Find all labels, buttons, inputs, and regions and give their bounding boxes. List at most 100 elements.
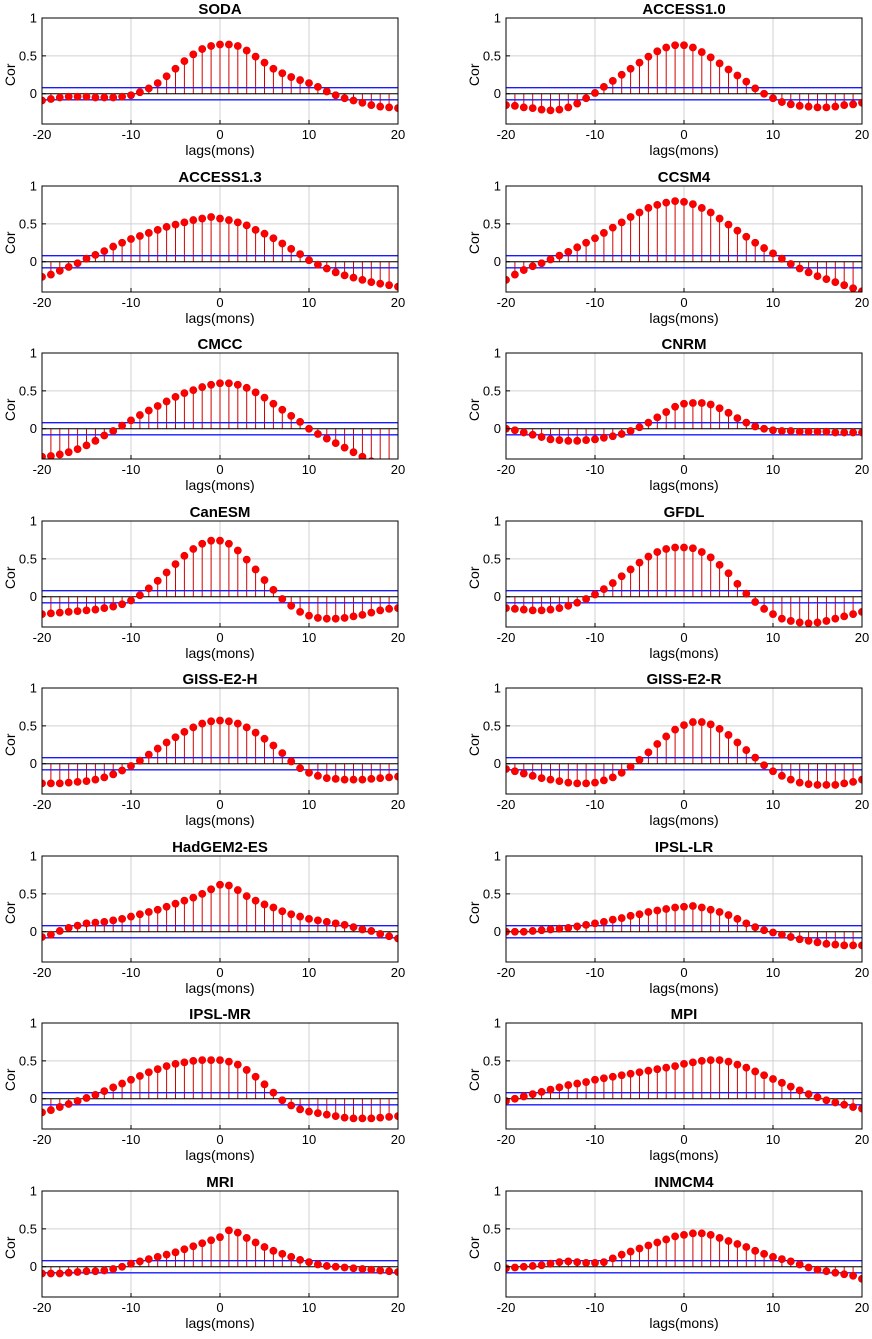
data-point <box>47 1269 55 1278</box>
data-point <box>733 738 742 747</box>
data-point <box>207 380 215 389</box>
x-axis-label: lags(mons) <box>185 645 254 661</box>
data-point <box>322 774 331 782</box>
data-point <box>322 434 331 443</box>
data-point <box>198 539 207 548</box>
data-point <box>858 1274 862 1283</box>
y-tick-label: 0 <box>30 421 37 436</box>
x-tick-label: 0 <box>216 965 223 980</box>
data-point <box>662 1235 671 1244</box>
x-tick-label: 10 <box>302 462 316 477</box>
data-point <box>760 1249 768 1258</box>
x-axis-label: lags(mons) <box>185 142 254 158</box>
x-tick-label: -20 <box>33 1300 52 1315</box>
data-point <box>742 589 751 598</box>
data-point <box>822 275 831 284</box>
x-tick-label: 20 <box>391 1300 405 1315</box>
y-tick-label: 1 <box>30 179 37 194</box>
data-point <box>617 1250 626 1259</box>
y-tick-label: 0.5 <box>483 886 501 901</box>
data-point <box>724 1057 733 1066</box>
data-point <box>519 266 528 274</box>
data-point <box>564 1257 573 1266</box>
x-tick-label: -20 <box>497 295 516 310</box>
data-point <box>733 71 742 80</box>
data-point <box>573 1258 582 1267</box>
data-point <box>858 428 862 437</box>
data-point <box>546 106 555 115</box>
data-point <box>680 399 688 408</box>
data-point <box>385 1112 393 1121</box>
data-point <box>546 1085 555 1094</box>
data-point <box>617 218 626 227</box>
x-tick-label: 0 <box>680 462 687 477</box>
data-point <box>233 546 242 555</box>
data-point <box>233 1228 242 1237</box>
subplot-cmcc: -20 -10 0 10 20 0 0.5 1 CMCC lags(mons) Cor <box>2 336 405 493</box>
data-point <box>287 601 296 610</box>
data-point <box>100 917 109 926</box>
x-tick-label: -10 <box>586 630 605 645</box>
data-point <box>858 287 862 292</box>
data-point <box>822 427 831 436</box>
data-point <box>813 427 822 436</box>
data-point <box>804 1263 813 1272</box>
data-point <box>135 411 144 419</box>
data-point <box>528 606 537 615</box>
data-point <box>600 83 608 91</box>
data-point <box>742 919 751 928</box>
data-point <box>144 1255 153 1264</box>
data-point <box>519 927 528 936</box>
data-point <box>644 418 653 427</box>
data-point <box>171 393 180 401</box>
data-point <box>82 1094 91 1102</box>
data-point <box>296 764 304 773</box>
data-point <box>47 452 55 459</box>
plot-area <box>506 718 862 789</box>
data-point <box>251 565 260 574</box>
data-point <box>269 399 278 408</box>
x-tick-label: 10 <box>766 1300 780 1315</box>
y-tick-label: 0.5 <box>483 216 501 231</box>
data-point <box>233 42 242 50</box>
x-axis-label: lags(mons) <box>185 980 254 996</box>
x-tick-label: -20 <box>497 1132 516 1147</box>
data-point <box>608 76 617 85</box>
data-point <box>555 1258 564 1267</box>
data-point <box>778 930 786 939</box>
data-point <box>322 1110 331 1119</box>
data-point <box>82 441 91 450</box>
y-tick-label: 0 <box>494 589 501 604</box>
data-point <box>742 77 751 86</box>
data-point <box>715 404 724 413</box>
data-point <box>296 417 304 426</box>
data-point <box>706 53 715 62</box>
data-point <box>189 50 198 59</box>
x-tick-label: -10 <box>122 797 141 812</box>
data-point <box>662 1063 671 1072</box>
data-point <box>216 379 224 388</box>
data-point <box>64 778 73 787</box>
data-point <box>322 917 331 926</box>
data-point <box>73 445 82 454</box>
data-point <box>724 220 733 229</box>
subplot-title: IPSL-MR <box>189 1006 251 1023</box>
data-point <box>506 101 510 109</box>
x-tick-label: 0 <box>680 295 687 310</box>
data-point <box>662 408 671 416</box>
data-point <box>635 58 644 67</box>
data-point <box>349 1114 358 1123</box>
data-point <box>506 275 510 284</box>
data-point <box>564 601 573 610</box>
data-point <box>385 103 393 112</box>
x-tick-label: 10 <box>766 1132 780 1147</box>
data-point <box>573 922 582 931</box>
data-point <box>840 779 849 788</box>
data-point <box>340 271 349 280</box>
y-tick-label: 0 <box>30 589 37 604</box>
data-point <box>617 70 626 79</box>
data-point <box>760 604 768 613</box>
data-point <box>608 1254 617 1263</box>
data-point <box>786 427 795 435</box>
data-point <box>153 576 162 585</box>
